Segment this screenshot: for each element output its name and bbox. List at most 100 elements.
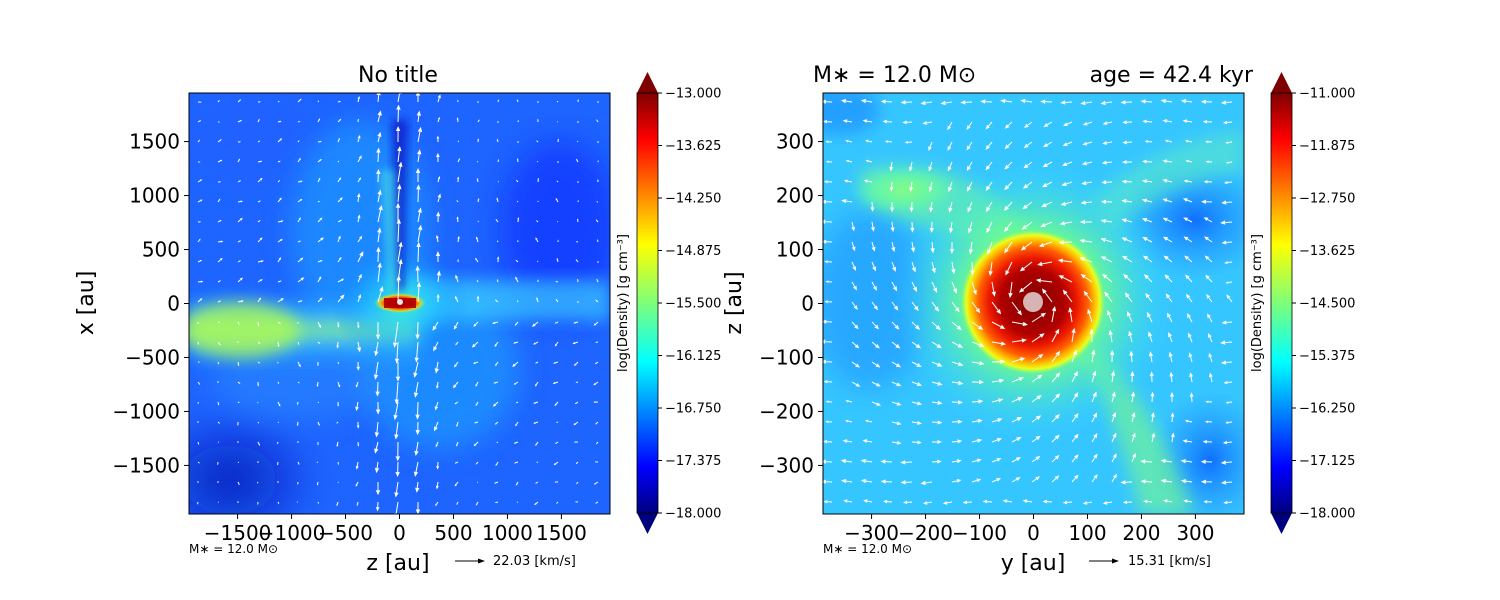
velocity-arrow [197,501,199,505]
velocity-arrow [317,217,323,223]
velocity-arrow [1142,237,1153,243]
velocity-arrow [475,257,479,263]
velocity-arrow [337,137,340,143]
velocity-arrow [477,220,479,223]
velocity-arrow [277,341,280,348]
velocity-arrow [1000,98,1013,104]
velocity-arrow [317,341,321,344]
velocity-arrow [1225,421,1233,424]
velocity-arrow [947,121,953,131]
velocity-arrow [865,159,873,163]
velocity-arrow [554,401,559,407]
left-colorbar-label: log(Density) [g cm⁻³] [616,234,631,372]
velocity-arrow [870,221,875,232]
right-panel-title-age: age = 42.4 kyr [1090,63,1254,88]
velocity-arrow [1004,161,1013,170]
velocity-arrow [1004,141,1013,150]
y-tick-label: −1000 [112,399,180,423]
y-tick-label: 300 [776,130,814,154]
y-tick-label: 500 [142,238,180,262]
velocity-arrow [1202,439,1213,444]
velocity-arrow [1091,433,1098,443]
velocity-arrow [537,177,540,183]
y-tick-label: −300 [759,453,814,477]
right-colorbar-label: log(Density) [g cm⁻³] [1250,234,1265,372]
velocity-arrow [1082,501,1093,505]
velocity-arrow [1004,181,1013,191]
velocity-arrow [394,341,400,364]
velocity-arrow [297,381,300,384]
velocity-arrow [297,140,300,143]
velocity-arrow [396,275,401,303]
velocity-arrow [597,160,599,163]
velocity-arrow [456,216,459,223]
velocity-arrow [1169,391,1174,403]
velocity-arrow [297,441,299,443]
velocity-arrow [951,341,964,348]
velocity-arrow [436,211,441,223]
velocity-arrow [1020,241,1033,251]
velocity-arrow [971,399,984,404]
velocity-arrow [931,361,943,367]
colorbar-tick-label: −16.125 [665,349,721,364]
velocity-arrow [1100,237,1113,243]
velocity-arrow [237,277,243,283]
velocity-arrow [1205,140,1213,144]
velocity-arrow [257,341,261,345]
velocity-arrow [1079,257,1093,263]
left-panel-title: No title [358,63,438,88]
velocity-arrow [871,381,881,387]
velocity-arrow [534,501,539,506]
velocity-arrow [1200,459,1213,464]
right-panel-title-mass: M∗ = 12.0 M⊙ [813,63,976,88]
velocity-arrow [1220,360,1233,365]
velocity-arrow [931,281,938,293]
velocity-arrow [1130,370,1135,383]
velocity-arrow [475,461,479,465]
colorbar-tick-label: −16.250 [1299,402,1355,417]
velocity-arrow [1082,141,1093,146]
velocity-arrow [1220,460,1233,465]
velocity-arrow [197,321,199,325]
velocity-arrow [986,221,993,234]
velocity-arrow [1208,372,1213,383]
velocity-arrow [197,441,200,445]
velocity-arrow [277,280,282,283]
velocity-arrow [375,381,380,397]
velocity-arrow [951,400,964,405]
velocity-arrow [317,140,322,143]
velocity-arrow [1149,371,1154,383]
velocity-arrow [1120,100,1133,105]
velocity-arrow [980,99,993,104]
velocity-arrow [455,341,459,346]
velocity-arrow [851,261,856,271]
velocity-arrow [395,202,401,223]
velocity-arrow [1144,140,1153,143]
velocity-arrow [1062,141,1073,147]
velocity-arrow [377,204,383,223]
velocity-arrow [884,140,893,144]
velocity-arrow [394,421,399,440]
velocity-arrow [473,441,479,447]
velocity-arrow [496,240,499,243]
velocity-arrow [951,479,962,483]
velocity-arrow [356,361,360,371]
velocity-arrow [375,321,381,340]
velocity-arrow [577,99,579,103]
velocity-arrow [336,501,339,507]
velocity-arrow [1128,330,1133,343]
velocity-arrow [1041,201,1053,208]
velocity-arrow [851,321,859,330]
velocity-arrow [823,199,833,204]
velocity-arrow [316,381,319,387]
velocity-arrow [277,100,280,103]
left-tick-labels: −1500−1000−500 0 500 1000 1500150010005000−5… [112,130,587,545]
velocity-arrow [237,341,239,343]
velocity-arrow [397,241,403,263]
velocity-arrow [336,341,339,349]
velocity-arrow [1102,140,1113,145]
velocity-arrow [595,299,599,303]
velocity-arrow [960,100,973,105]
velocity-arrow [317,421,320,426]
velocity-arrow [536,297,539,303]
